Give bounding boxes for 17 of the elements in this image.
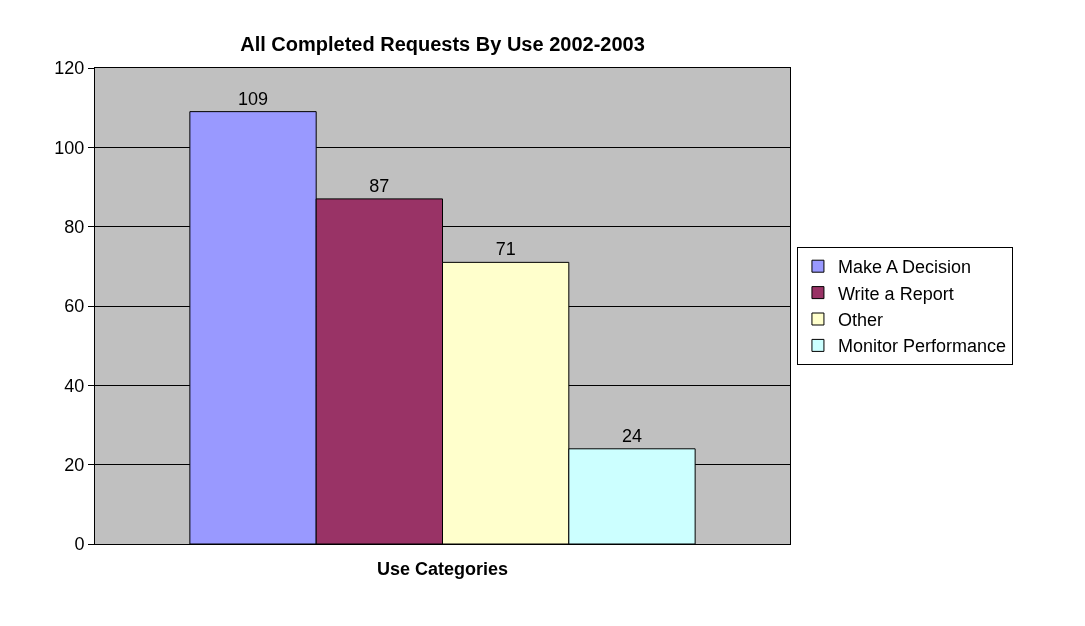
data-label: 109: [238, 88, 269, 109]
legend-label: Make A Decision: [837, 257, 972, 278]
y-tick-label: 100: [54, 137, 85, 158]
y-tick-label: 60: [64, 296, 85, 317]
data-label: 24: [621, 425, 642, 446]
legend-label: Write a Report: [837, 283, 954, 304]
legend-label: Other: [837, 310, 883, 331]
chart-title: All Completed Requests By Use 2002-2003: [240, 32, 645, 55]
y-tick-label: 80: [64, 216, 85, 237]
y-tick-label: 0: [74, 534, 85, 555]
data-label: 71: [495, 239, 516, 260]
legend-label: Monitor Performance: [837, 336, 1007, 357]
y-tick-label: 20: [64, 454, 85, 475]
data-label: 87: [369, 175, 390, 196]
y-tick-label: 40: [64, 375, 85, 396]
x-axis-title: Use Categories: [376, 558, 509, 579]
y-tick-label: 120: [54, 58, 85, 79]
